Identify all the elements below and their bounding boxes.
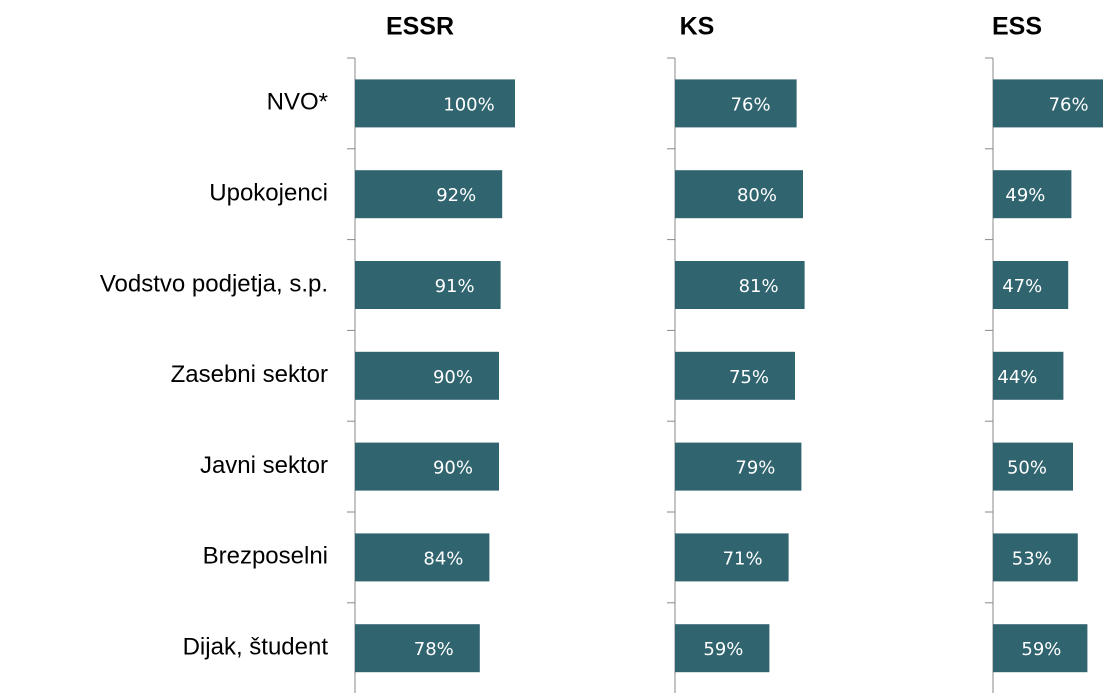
value-label: 78%: [414, 639, 454, 660]
value-label: 90%: [433, 367, 473, 388]
bar: [675, 533, 789, 582]
value-label: 71%: [723, 548, 763, 569]
panel-title: ESSR: [386, 13, 454, 41]
category-label: Vodstvo podjetja, s.p.: [100, 270, 328, 297]
value-label: 80%: [737, 185, 777, 206]
value-label: 91%: [435, 276, 475, 297]
category-label: Dijak, študent: [183, 634, 329, 661]
bar: [355, 261, 501, 309]
category-label: NVO*: [267, 89, 328, 116]
value-label: 49%: [1005, 185, 1045, 206]
bar: [355, 442, 499, 491]
value-label: 84%: [423, 548, 463, 569]
bar: [993, 261, 1069, 309]
bar: [355, 624, 480, 673]
category-label: Javni sektor: [200, 452, 328, 479]
category-label: Upokojenci: [209, 180, 328, 207]
panel-title: ESS: [992, 13, 1042, 41]
value-label: 79%: [735, 458, 775, 479]
bar: [355, 351, 499, 400]
bar: [355, 170, 503, 219]
bar: [993, 351, 1064, 400]
value-label: 75%: [729, 367, 769, 388]
bar: [993, 170, 1072, 219]
bar: [993, 624, 1088, 673]
bar: [675, 351, 795, 400]
bar: [675, 261, 805, 309]
value-label: 81%: [739, 276, 779, 297]
bar: [355, 533, 490, 582]
value-label: 90%: [433, 458, 473, 479]
value-label: 59%: [703, 639, 743, 660]
bar: [993, 442, 1073, 491]
value-label: 76%: [1049, 94, 1089, 115]
bar: [355, 79, 515, 128]
category-label: Brezposelni: [203, 543, 328, 570]
bar: [675, 624, 770, 673]
bar: [993, 79, 1103, 128]
bar: [993, 533, 1078, 582]
value-label: 44%: [997, 367, 1037, 388]
value-label: 76%: [731, 94, 771, 115]
value-label: 53%: [1012, 548, 1052, 569]
value-label: 92%: [436, 185, 476, 206]
category-label: Zasebni sektor: [171, 361, 328, 388]
value-label: 47%: [1002, 276, 1042, 297]
value-label: 100%: [443, 94, 494, 115]
value-label: 50%: [1007, 458, 1047, 479]
value-label: 59%: [1021, 639, 1061, 660]
bar: [675, 442, 802, 491]
panel-title: KS: [680, 13, 715, 41]
bar: [675, 79, 797, 128]
bar: [675, 170, 803, 219]
